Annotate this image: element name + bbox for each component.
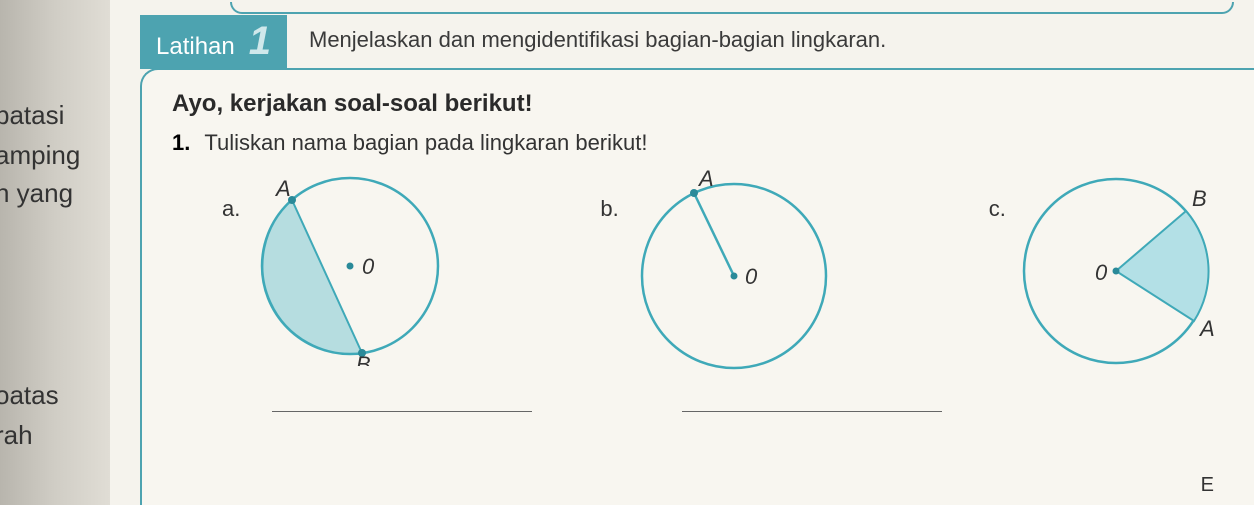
figure-a: a. A 0 B [222,166,450,366]
figure-c-label: c. [989,196,1006,222]
header: Latihan 1 Menjelaskan dan mengidentifika… [140,15,886,69]
exercise-subtitle: Menjelaskan dan mengidentifikasi bagian-… [287,15,886,69]
spine-word: rah [0,420,33,451]
spine-word: batasi [0,100,64,131]
circle-a-svg: A 0 B [250,166,450,366]
label-B: B [356,352,371,366]
page: Latihan 1 Menjelaskan dan mengidentifika… [110,0,1254,505]
label-A: A [697,166,714,191]
figure-b-label: b. [600,196,618,222]
exercise-tab: Latihan 1 [140,15,287,69]
label-B: B [1192,186,1207,211]
instruction-text: Ayo, kerjakan soal-soal berikut! [172,90,1224,118]
spine-word: n yang [0,178,73,209]
content-box: Ayo, kerjakan soal-soal berikut! 1. Tuli… [140,68,1254,505]
top-border-curve [230,2,1234,14]
circle-c-svg: B 0 A [1016,166,1226,376]
label-E: E [1201,474,1214,497]
figures-row: a. A 0 B b. [222,166,1224,376]
spine-word: amping [0,140,80,171]
exercise-label: Latihan [156,33,235,61]
figure-a-label: a. [222,196,240,222]
question-text: Tuliskan nama bagian pada lingkaran beri… [204,130,647,156]
book-spine: batasi amping n yang oatas rah [0,0,110,505]
answer-line-b [682,390,942,412]
answer-line-a [272,390,532,412]
figure-c: c. B 0 A [989,166,1226,376]
figure-b: b. A 0 [600,166,838,376]
question-number: 1. [172,130,190,156]
circle-b-svg: A 0 [629,166,839,376]
answer-lines [242,382,1224,412]
label-O: 0 [745,264,758,289]
question-row: 1. Tuliskan nama bagian pada lingkaran b… [172,130,1224,156]
label-O: 0 [1095,260,1108,285]
label-A: A [1198,316,1215,341]
exercise-number: 1 [249,23,271,59]
label-A: A [274,176,291,201]
label-O: 0 [362,254,375,279]
spine-word: oatas [0,380,59,411]
